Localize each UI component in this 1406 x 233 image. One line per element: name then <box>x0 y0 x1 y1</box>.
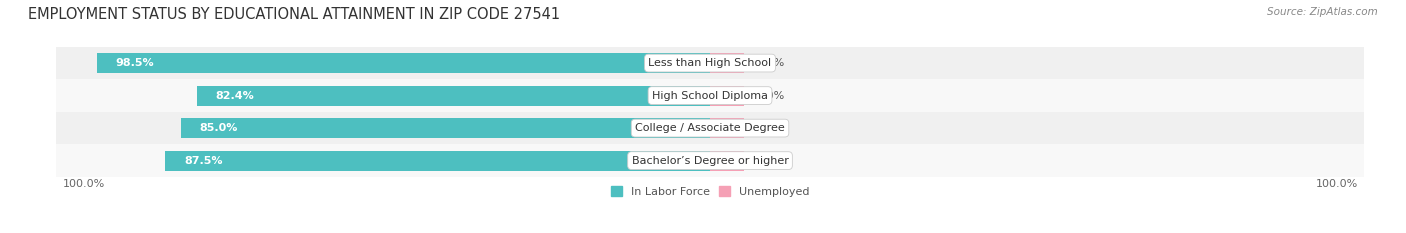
Text: High School Diploma: High School Diploma <box>652 91 768 101</box>
Text: 82.4%: 82.4% <box>215 91 254 101</box>
Bar <box>197 86 710 106</box>
Text: 85.0%: 85.0% <box>200 123 238 133</box>
Text: 0.0%: 0.0% <box>756 58 785 68</box>
Bar <box>181 118 710 138</box>
Text: Less than High School: Less than High School <box>648 58 772 68</box>
Bar <box>56 79 1364 112</box>
Bar <box>56 112 1364 144</box>
Bar <box>56 144 1364 177</box>
Bar <box>165 151 710 171</box>
Bar <box>710 53 744 73</box>
Text: Source: ZipAtlas.com: Source: ZipAtlas.com <box>1267 7 1378 17</box>
Text: 87.5%: 87.5% <box>184 156 222 166</box>
Bar <box>710 118 744 138</box>
Text: College / Associate Degree: College / Associate Degree <box>636 123 785 133</box>
Text: EMPLOYMENT STATUS BY EDUCATIONAL ATTAINMENT IN ZIP CODE 27541: EMPLOYMENT STATUS BY EDUCATIONAL ATTAINM… <box>28 7 560 22</box>
Text: 98.5%: 98.5% <box>115 58 155 68</box>
Text: 0.0%: 0.0% <box>756 156 785 166</box>
Text: 100.0%: 100.0% <box>62 179 104 189</box>
Bar <box>710 151 744 171</box>
Text: 0.0%: 0.0% <box>756 123 785 133</box>
Bar <box>56 47 1364 79</box>
Legend: In Labor Force, Unemployed: In Labor Force, Unemployed <box>606 182 814 201</box>
Text: 0.0%: 0.0% <box>756 91 785 101</box>
Text: Bachelor’s Degree or higher: Bachelor’s Degree or higher <box>631 156 789 166</box>
Bar <box>97 53 710 73</box>
Bar <box>710 86 744 106</box>
Text: 100.0%: 100.0% <box>1316 179 1358 189</box>
